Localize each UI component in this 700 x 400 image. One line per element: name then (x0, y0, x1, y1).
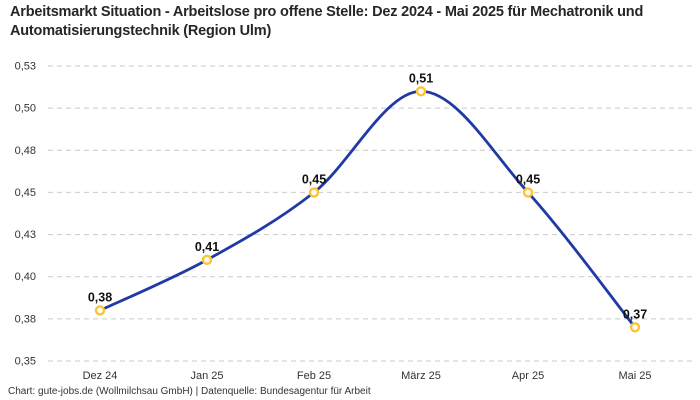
x-axis-tick-label: Mai 25 (618, 370, 651, 382)
data-point-marker (94, 305, 106, 316)
chart-credit: Chart: gute-jobs.de (Wollmilchsau GmbH) … (8, 386, 371, 397)
y-axis-tick-label: 0,53 (15, 61, 36, 73)
data-point-marker (308, 187, 320, 198)
data-point-label: 0,45 (302, 172, 326, 186)
data-point-label: 0,37 (623, 307, 647, 321)
data-point-marker (629, 322, 641, 333)
data-point-marker (522, 187, 534, 198)
y-axis-tick-label: 0,35 (15, 356, 36, 368)
y-axis-tick-label: 0,38 (15, 313, 36, 325)
y-axis-tick-label: 0,45 (15, 187, 36, 199)
data-point-label: 0,45 (516, 172, 540, 186)
x-axis-tick-label: Apr 25 (512, 370, 544, 382)
x-axis-tick-label: März 25 (401, 370, 441, 382)
y-axis-tick-label: 0,43 (15, 229, 36, 241)
data-point-label: 0,51 (409, 71, 433, 85)
y-axis-tick-label: 0,40 (15, 271, 36, 283)
y-axis-tick-label: 0,48 (15, 145, 36, 157)
y-axis-tick-label: 0,50 (15, 103, 36, 115)
data-point-marker (415, 86, 427, 97)
data-line (98, 89, 637, 329)
chart-title: Arbeitsmarkt Situation - Arbeitslose pro… (10, 4, 644, 39)
data-point-label: 0,41 (195, 240, 219, 254)
x-axis-tick-label: Feb 25 (297, 370, 331, 382)
data-point-marker (201, 254, 213, 266)
data-point-label: 0,38 (88, 290, 112, 304)
x-axis-tick-label: Dez 24 (83, 370, 118, 382)
x-axis-tick-label: Jan 25 (190, 370, 223, 382)
